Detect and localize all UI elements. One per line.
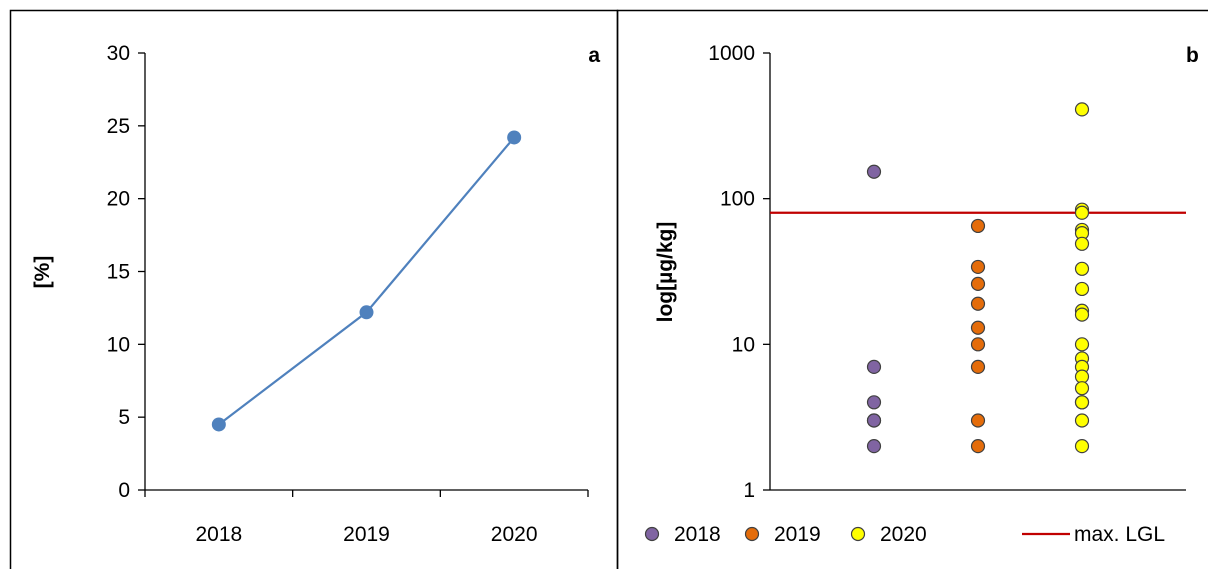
panel-b-data-point-2018 (866, 413, 882, 428)
panel-b-data-point-2019 (970, 359, 986, 374)
panel-b-data-point-2020 (1074, 439, 1090, 454)
legend-label-max-lgl: max. LGL (1074, 523, 1165, 546)
panel-b-data-point-2019 (970, 276, 986, 291)
panel-b-y-tick-label: 10 (732, 333, 755, 356)
panel-b-data-point-2020 (1074, 261, 1090, 276)
panel-a-data-point (507, 130, 522, 145)
panel-b-data-point-2020 (1074, 395, 1090, 410)
panel-a-series-line (218, 136, 516, 426)
panel-b-y-tick-label: 1000 (708, 42, 755, 65)
panel-a-y-tick-label: 25 (107, 115, 130, 138)
panel-b-data-point-2018 (866, 164, 882, 179)
panel-a-y-tick-label: 20 (107, 188, 130, 211)
panel-b-letter: b (1186, 44, 1199, 67)
panel-b-data-point-2019 (970, 296, 986, 311)
panel-b-data-point-2018 (866, 395, 882, 410)
panel-a-frame (9, 9, 619, 569)
panel-a-x-tick-label: 2019 (343, 523, 390, 546)
panel-a-y-axis-label: [%] (31, 256, 54, 289)
legend-marker-2020 (850, 526, 866, 542)
legend-label-2020: 2020 (880, 523, 927, 546)
panel-b-data-point-2019 (970, 337, 986, 352)
panel-a-data-point (359, 305, 374, 320)
panel-a-y-tick-label: 10 (107, 333, 130, 356)
panel-a-y-tick-label: 15 (107, 261, 130, 284)
panel-b-data-point-2018 (866, 439, 882, 454)
panel-b-legend: 2018 2019 2020 max. LGL (644, 523, 1165, 546)
panel-b-data-point-2018 (866, 359, 882, 374)
panel-b-data-point-2020 (1074, 205, 1090, 220)
panel-b-data-point-2020 (1074, 281, 1090, 297)
panel-a-y-tick-label: 5 (118, 406, 130, 429)
panel-a-x-tick-label: 2018 (195, 523, 242, 546)
panel-b-y-tick-label: 100 (720, 188, 755, 211)
panel-a-data-point (211, 417, 226, 432)
panel-b-data-point-2020 (1074, 102, 1090, 117)
panel-b-data-point-2019 (970, 320, 986, 335)
panel-b-y-axis-label: log[µg/kg] (654, 222, 677, 323)
legend-label-2018: 2018 (674, 523, 721, 546)
panel-a-chart: a [%] 0 5 10 15 20 25 30 2018 2019 2020 (31, 42, 600, 546)
panel-a-letter: a (588, 44, 600, 67)
legend-marker-2019 (744, 526, 760, 542)
panel-b-y-tick-label: 1 (743, 479, 755, 502)
panel-b-data-point-2020 (1074, 381, 1090, 396)
panel-b-data-point-2020 (1074, 337, 1090, 352)
panel-b-data-point-2020 (1074, 236, 1090, 251)
panel-a-y-tick-label: 0 (118, 479, 130, 502)
legend-marker-2018 (644, 526, 660, 542)
panel-a-x-tick-label: 2020 (491, 523, 538, 546)
legend-label-2019: 2019 (774, 523, 821, 546)
panel-b-data-point-2019 (970, 218, 986, 234)
panel-b-chart: b log[µg/kg] 1 10 100 1000 (654, 42, 1199, 502)
panel-b-data-point-2019 (970, 439, 986, 454)
panel-b-data-point-2020 (1074, 413, 1090, 428)
panel-b-frame (616, 9, 1208, 569)
panel-b-data-point-2019 (970, 259, 986, 275)
panel-a-y-tick-label: 30 (107, 42, 130, 65)
panel-b-data-point-2019 (970, 413, 986, 428)
panel-b-data-point-2020 (1074, 307, 1090, 322)
